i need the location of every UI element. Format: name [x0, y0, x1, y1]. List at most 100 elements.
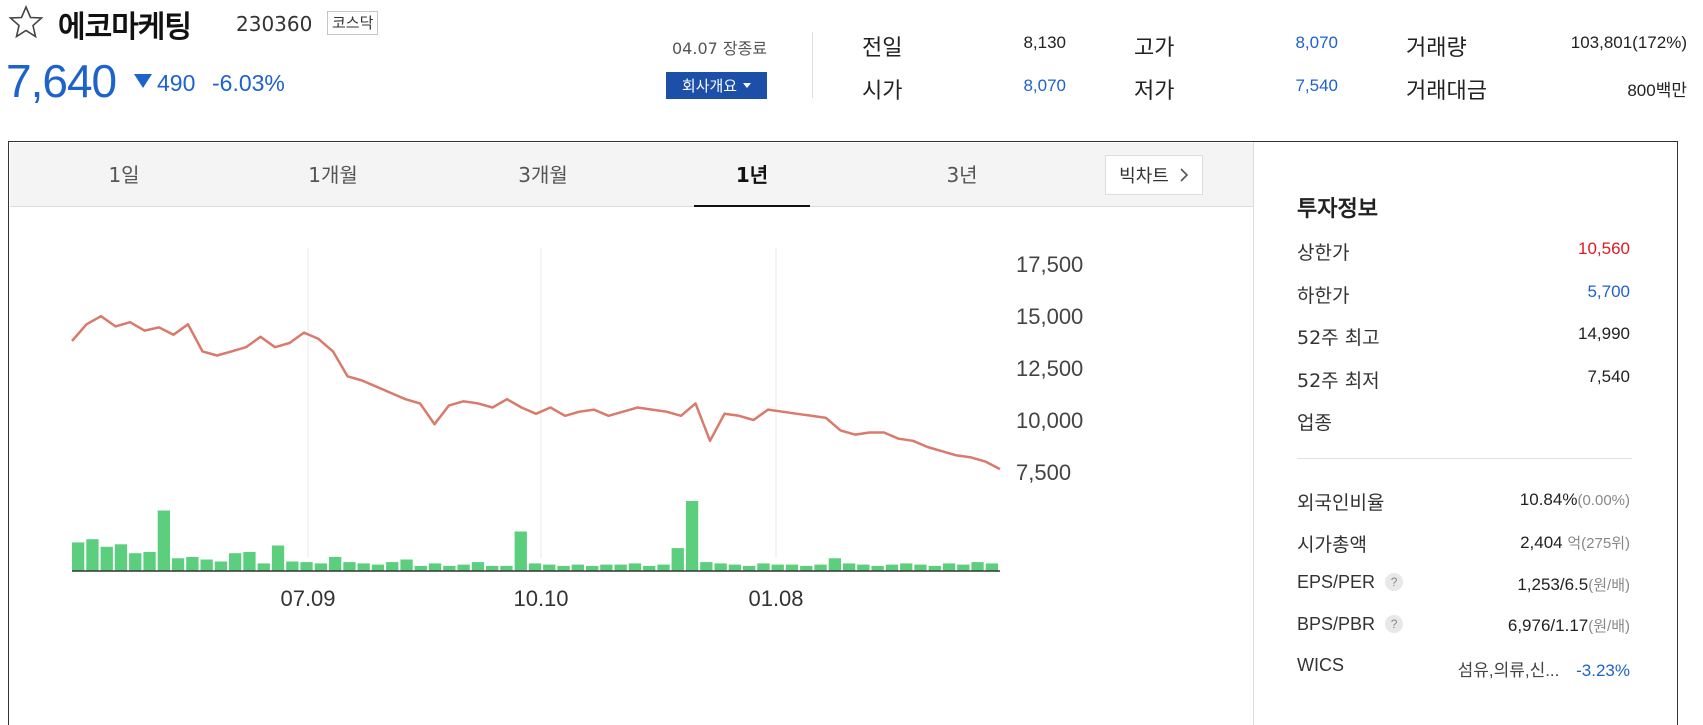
- upper-limit-value: 10,560: [1578, 239, 1630, 258]
- volume-bar: [800, 565, 813, 571]
- foreign-ratio-value: 10.84%(0.00%): [1520, 490, 1630, 510]
- x-tick-label: 07.09: [280, 586, 335, 611]
- low52-label: 52주 최저: [1297, 370, 1380, 392]
- volume-bar: [443, 565, 456, 571]
- high-value: 8,070: [1295, 33, 1338, 52]
- volume-bar: [329, 557, 342, 571]
- volume-bar: [386, 562, 399, 571]
- volume-bar: [971, 562, 984, 571]
- volume-bar: [200, 559, 213, 571]
- help-icon[interactable]: ?: [1385, 615, 1404, 633]
- volume-bar: [400, 559, 413, 571]
- tab-1d[interactable]: 1일: [108, 163, 140, 187]
- volume-bar: [114, 544, 128, 571]
- price-chart[interactable]: 07.09 10.10 01.08 17,500 15,000 12,500 10,000 7…: [10, 208, 1253, 725]
- volume-bar: [685, 501, 699, 571]
- volume-bar: [985, 563, 998, 571]
- company-overview-label: 회사개요: [681, 78, 738, 95]
- volume-bar: [885, 564, 899, 571]
- volume-bar: [500, 565, 513, 571]
- help-icon[interactable]: ?: [1385, 573, 1404, 591]
- volume-bar: [129, 553, 142, 571]
- volume-bar: [414, 565, 427, 571]
- volume-bar: [514, 531, 527, 571]
- tab-1m[interactable]: 1개월: [308, 163, 358, 187]
- eps-per-value: 1,253/6.5(원/배): [1517, 574, 1630, 595]
- market-cap-label: 시가총액: [1297, 534, 1367, 556]
- favorite-star-icon[interactable]: [8, 4, 44, 40]
- big-chart-label: 빅차트: [1119, 166, 1169, 187]
- price-line: [71, 314, 1001, 471]
- volume-bar: [428, 563, 442, 571]
- tab-3m[interactable]: 3개월: [518, 163, 568, 187]
- wics-sector[interactable]: 섬유,의류,신...: [1457, 661, 1560, 680]
- volume-bar: [271, 545, 285, 571]
- stock-code: 230360: [236, 12, 313, 36]
- volume-bar: [471, 562, 485, 571]
- volume-bar: [814, 564, 827, 571]
- down-arrow-icon: [134, 74, 152, 88]
- low-label: 저가: [1134, 79, 1175, 104]
- eps-per-label: EPS/PER?: [1297, 572, 1404, 593]
- volume-bar: [757, 563, 770, 571]
- volume-bar: [314, 563, 327, 571]
- y-tick-label: 10,000: [1016, 408, 1083, 433]
- volume-bar: [214, 561, 228, 571]
- high-label: 고가: [1134, 36, 1175, 61]
- market-cap-value: 2,404 억(275위): [1520, 532, 1630, 553]
- volume-bar: [843, 563, 856, 571]
- y-tick-label: 17,500: [1016, 252, 1083, 277]
- wics-label: WICS: [1297, 655, 1344, 675]
- tab-1y[interactable]: 1년: [694, 143, 810, 207]
- volume-bar: [714, 563, 727, 571]
- panel-divider: [1253, 142, 1254, 725]
- price-change-rate: -6.03%: [212, 70, 285, 96]
- volume-bar: [171, 558, 185, 571]
- volume-bar: [186, 557, 199, 571]
- volume-bar: [528, 563, 542, 571]
- x-tick-label: 10.10: [513, 586, 568, 611]
- open-value: 8,070: [1023, 76, 1066, 95]
- foreign-ratio: 10.84%: [1519, 490, 1578, 509]
- price-change: 490: [157, 70, 196, 96]
- bps-pbr-label-text: BPS/PBR: [1297, 614, 1376, 634]
- chart-panel: 1일 1개월 3개월 1년 3년 빅차트 07.09 10.10 01.08 17,5…: [8, 141, 1678, 725]
- foreign-ratio-label: 외국인비율: [1297, 492, 1385, 514]
- y-tick-label: 12,500: [1016, 356, 1083, 381]
- volume-bar: [871, 565, 884, 571]
- company-overview-button[interactable]: 회사개요: [666, 72, 767, 99]
- volume-bar: [700, 562, 713, 571]
- market-cap-rank: (275위): [1581, 535, 1630, 552]
- volume-bar: [914, 564, 927, 571]
- y-tick-label: 7,500: [1016, 460, 1071, 485]
- amount-label: 거래대금: [1406, 79, 1487, 104]
- foreign-ratio-change: (0.00%): [1577, 492, 1630, 509]
- volume-bar: [100, 546, 113, 571]
- volume-bar: [486, 565, 499, 571]
- bps-pbr-value: 6,976/1.17(원/배): [1508, 615, 1630, 636]
- volume-bar: [86, 539, 99, 571]
- invest-info-title: 투자정보: [1297, 197, 1378, 222]
- volume-bar: [743, 565, 756, 571]
- volume-bar: [357, 563, 370, 571]
- volume-bar: [728, 564, 741, 571]
- header-divider: [812, 32, 813, 98]
- volume-bar: [957, 564, 970, 571]
- x-tick-label: 01.08: [748, 586, 803, 611]
- low-value: 7,540: [1295, 76, 1338, 95]
- industry-label: 업종: [1297, 412, 1332, 434]
- volume-label: 거래량: [1406, 36, 1467, 61]
- volume-bar: [900, 563, 913, 571]
- volume-bar: [157, 510, 170, 571]
- volume-bar: [457, 564, 470, 571]
- volume-bar: [628, 563, 642, 571]
- volume-bar: [371, 564, 385, 571]
- tab-3y[interactable]: 3년: [946, 163, 978, 187]
- open-label: 시가: [862, 79, 903, 104]
- bps-pbr: 6,976/1.17: [1507, 616, 1589, 635]
- big-chart-button[interactable]: 빅차트: [1105, 155, 1203, 195]
- volume-bar: [643, 565, 656, 571]
- market-status: 04.07 장종료: [672, 39, 768, 58]
- y-tick-label: 15,000: [1016, 304, 1083, 329]
- volume-bar: [72, 542, 85, 571]
